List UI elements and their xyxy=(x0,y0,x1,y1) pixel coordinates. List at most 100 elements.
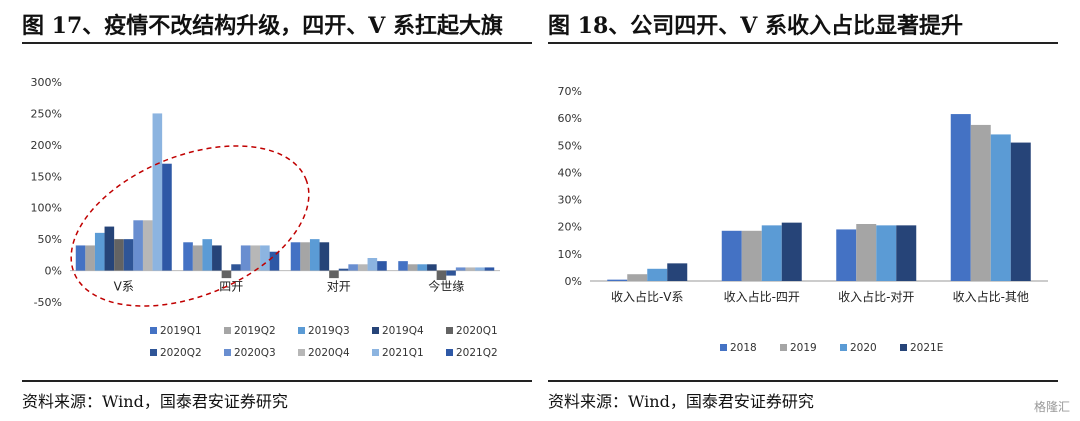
left-chart: 300% 250% 200% 150% 100% 50% 0% -50% V系 四开 对开 今世缘 20… xyxy=(31,76,500,359)
bar xyxy=(721,230,742,281)
annotation-ellipse xyxy=(70,145,310,307)
bar xyxy=(667,263,688,281)
y-tick-label: 150% xyxy=(31,170,62,183)
bar xyxy=(250,245,261,271)
bar xyxy=(856,224,877,281)
bar xyxy=(761,225,782,281)
bar xyxy=(162,163,172,271)
bar xyxy=(309,239,320,271)
bar xyxy=(950,114,971,281)
left-source-note: 资料来源：Wind，国泰君安证券研究 xyxy=(22,392,288,411)
bar xyxy=(319,242,330,271)
bar xyxy=(114,239,124,271)
legend-label: 2019 xyxy=(790,342,817,354)
legend-swatch xyxy=(372,327,379,334)
legend-label: 2018 xyxy=(730,342,757,354)
bar xyxy=(1010,142,1031,281)
y-tick-label: 40% xyxy=(558,166,582,179)
bar xyxy=(417,264,428,271)
legend-label: 2020 xyxy=(850,342,877,354)
bar xyxy=(455,267,466,271)
bar xyxy=(627,274,648,281)
bar xyxy=(152,113,163,271)
bar xyxy=(741,230,762,281)
legend-label: 2021E xyxy=(910,342,943,354)
legend-swatch xyxy=(224,349,231,356)
bar xyxy=(465,267,476,271)
y-tick-label: 200% xyxy=(31,139,62,152)
legend-label: 2020Q4 xyxy=(308,347,350,359)
y-tick-label: 50% xyxy=(38,233,62,246)
right-chart: 70% 60% 50% 40% 30% 20% 10% 0% 收入占比-V系 收入占比-四开 收入占… xyxy=(558,85,1048,354)
legend-swatch xyxy=(298,349,305,356)
legend-swatch xyxy=(900,344,907,351)
bar xyxy=(647,268,668,281)
y-tick-label: 0% xyxy=(565,275,582,288)
y-tick-label: 60% xyxy=(558,112,582,125)
right-chart-title: 图 18、公司四开、V 系收入占比显著提升 xyxy=(548,13,964,39)
legend-label: 2020Q1 xyxy=(456,325,498,337)
category-label: 收入占比-其他 xyxy=(953,289,1029,304)
bar xyxy=(446,270,456,276)
left-chart-title: 图 17、疫情不改结构升级，四开、V 系扛起大旗 xyxy=(22,13,504,39)
y-tick-label: -50% xyxy=(34,296,62,309)
bar xyxy=(231,264,241,271)
legend-label: 2019Q1 xyxy=(160,325,202,337)
bar xyxy=(407,264,418,271)
bar xyxy=(398,261,408,271)
bar xyxy=(183,242,193,271)
y-tick-label: 30% xyxy=(558,194,582,207)
category-label: 收入占比-四开 xyxy=(724,289,800,304)
bar xyxy=(607,279,628,281)
bar xyxy=(104,226,115,271)
bar xyxy=(836,229,857,281)
bar xyxy=(377,261,387,271)
category-label: V系 xyxy=(114,280,134,294)
legend-label: 2021Q2 xyxy=(456,347,498,359)
y-tick-label: 250% xyxy=(31,107,62,120)
category-label: 对开 xyxy=(327,280,351,294)
bar xyxy=(781,222,802,281)
y-tick-label: 300% xyxy=(31,76,62,89)
bar xyxy=(348,264,358,271)
legend-label: 2019Q2 xyxy=(234,325,276,337)
legend-swatch xyxy=(446,327,453,334)
bar xyxy=(260,245,270,271)
category-label: 收入占比-V系 xyxy=(611,289,684,304)
bar xyxy=(202,239,213,271)
left-title-rule xyxy=(22,42,532,44)
bar xyxy=(338,268,349,271)
bar xyxy=(75,245,86,271)
legend-label: 2021Q1 xyxy=(382,347,424,359)
left-source-rule xyxy=(22,380,532,382)
legend-swatch xyxy=(372,349,379,356)
bar xyxy=(192,245,203,271)
bar xyxy=(221,270,232,279)
legend-label: 2019Q3 xyxy=(308,325,350,337)
category-label: 收入占比-对开 xyxy=(838,289,914,304)
watermark: 格隆汇 xyxy=(1033,400,1070,414)
bar xyxy=(269,251,280,271)
bar xyxy=(484,267,495,271)
legend-swatch xyxy=(720,344,727,351)
right-source-rule xyxy=(548,380,1058,382)
category-label: 四开 xyxy=(219,280,243,294)
right-source-note: 资料来源：Wind，国泰君安证券研究 xyxy=(548,392,814,411)
bar xyxy=(427,264,437,271)
bar xyxy=(240,245,251,271)
legend-swatch xyxy=(780,344,787,351)
bar xyxy=(876,225,897,281)
y-tick-label: 10% xyxy=(558,248,582,261)
legend-label: 2020Q3 xyxy=(234,347,276,359)
right-title-rule xyxy=(548,42,1058,44)
bar xyxy=(970,124,991,281)
y-tick-label: 20% xyxy=(558,221,582,234)
y-tick-label: 50% xyxy=(558,139,582,152)
legend-swatch xyxy=(150,349,157,356)
bar xyxy=(85,245,95,271)
legend-swatch xyxy=(446,349,453,356)
legend-swatch xyxy=(298,327,305,334)
bar xyxy=(212,245,222,271)
bar xyxy=(329,270,339,279)
bar xyxy=(94,232,105,271)
